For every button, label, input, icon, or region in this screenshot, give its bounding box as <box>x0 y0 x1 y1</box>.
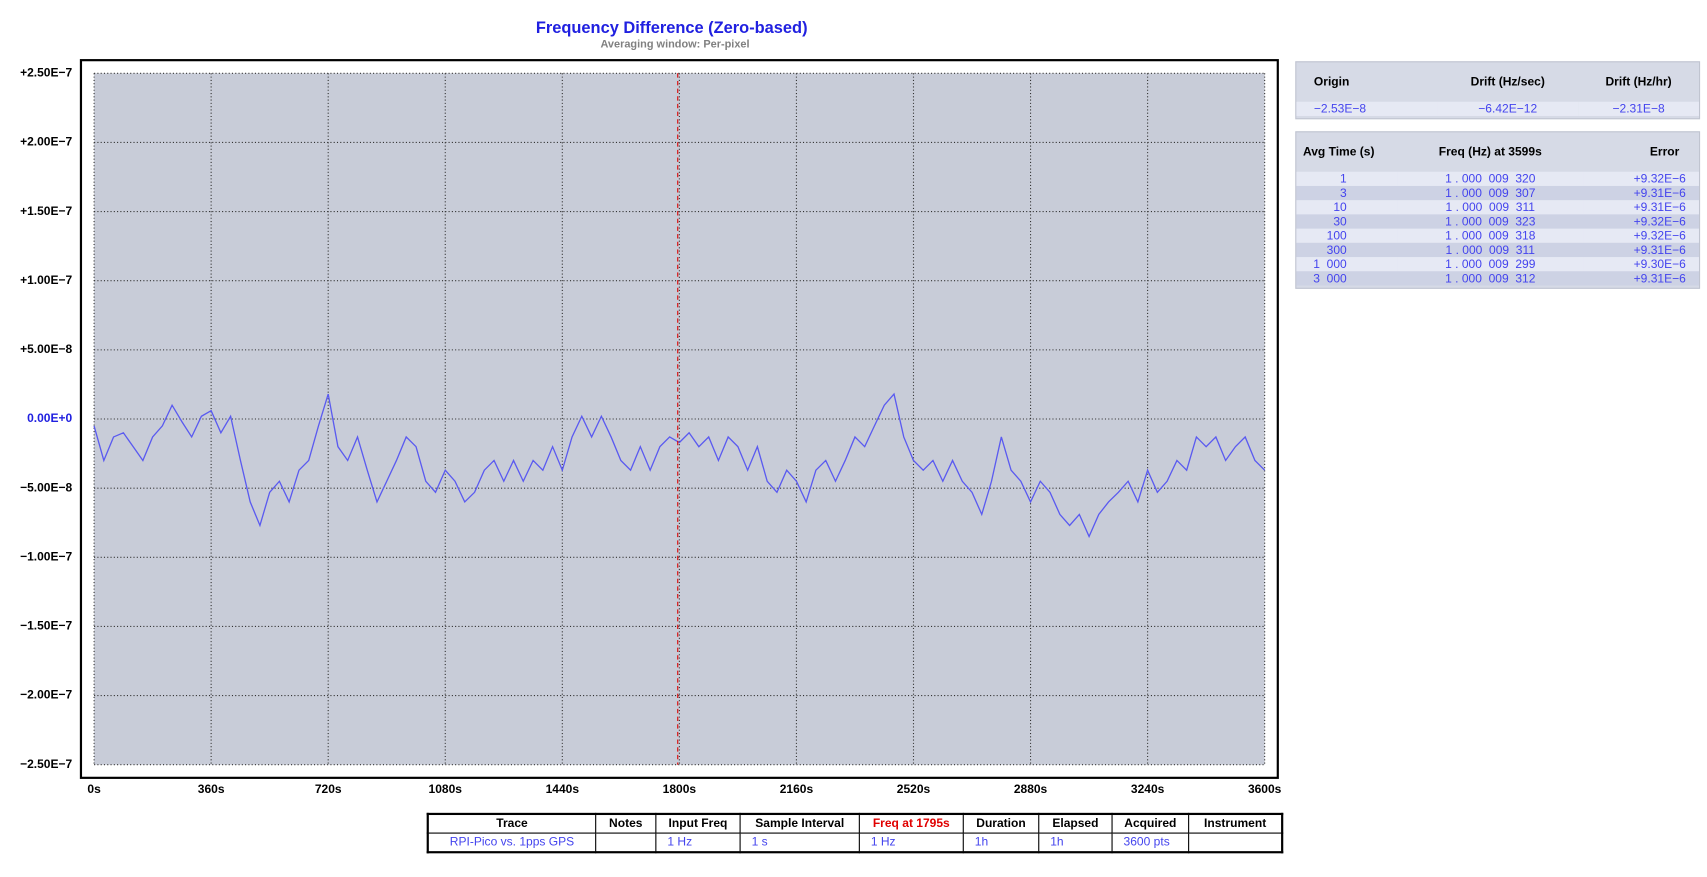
data-row: 3 000 1 . 000 009 312 +9.31E−6 <box>1296 271 1699 286</box>
y-tick-label: +2.00E−7 <box>20 135 72 149</box>
header-row: Avg Time (s) Freq (Hz) at 3599s Error <box>1296 132 1699 171</box>
header-row: Trace Notes Input Freq Sample Interval Freq … <box>427 813 1283 834</box>
chart: Frequency Difference (Zero-based) Averag… <box>20 19 1282 796</box>
data-cell: 1 . 000 009 307 <box>1445 186 1536 200</box>
chart-subtitle: Averaging window: Per-pixel <box>600 39 749 51</box>
data-cell: 1 <box>1340 172 1347 186</box>
data-cell: 1h <box>962 832 1040 853</box>
x-tick-label: 3240s <box>1131 782 1165 796</box>
data-cell: 1 000 <box>1313 257 1347 271</box>
data-row: −2.53E−8 −6.42E−12 −2.31E−8 <box>1296 101 1699 116</box>
header-cell: Drift (Hz/hr) <box>1605 75 1672 89</box>
data-cell: 3600 pts <box>1111 832 1190 853</box>
data-cell: −2.53E−8 <box>1313 102 1367 116</box>
data-cell: 1 . 000 009 312 <box>1445 271 1536 285</box>
x-tick-label: 360s <box>198 782 225 796</box>
y-tick-label: +1.00E−7 <box>20 273 72 287</box>
y-tick-label: +5.00E−8 <box>20 342 72 356</box>
data-row: 3 1 . 000 009 307 +9.31E−6 <box>1296 185 1699 201</box>
avg-panel: Avg Time (s) Freq (Hz) at 3599s Error 1 1 . … <box>1295 131 1701 289</box>
header-row: Origin Drift (Hz/sec) Drift (Hz/hr) <box>1296 62 1699 101</box>
y-tick-label: −2.00E−7 <box>20 688 72 702</box>
header-cell: Acquired <box>1111 813 1190 834</box>
y-tick-label: −1.00E−7 <box>20 549 72 563</box>
drift-panel: Origin Drift (Hz/sec) Drift (Hz/hr) −2.53E−… <box>1295 61 1701 120</box>
x-tick-label: 1440s <box>546 782 580 796</box>
y-tick-label: 0.00E+0 <box>27 411 72 425</box>
y-tick-label: +1.50E−7 <box>20 204 72 218</box>
data-cell: 1 s <box>739 832 860 853</box>
x-tick-label: 1800s <box>663 782 697 796</box>
data-cell: +9.32E−6 <box>1633 172 1686 186</box>
y-tick-label: −5.00E−8 <box>20 480 72 494</box>
data-row: 30 1 . 000 009 323 +9.32E−6 <box>1296 214 1699 229</box>
data-cell: RPI-Pico vs. 1pps GPS <box>427 832 597 853</box>
data-cell: 300 <box>1326 243 1347 257</box>
data-cell: 1 . 000 009 318 <box>1445 229 1536 243</box>
data-row: 300 1 . 000 009 311 +9.31E−6 <box>1296 242 1699 258</box>
header-cell: Drift (Hz/sec) <box>1470 75 1545 89</box>
x-tick-label: 1080s <box>429 782 463 796</box>
data-cell <box>595 832 657 853</box>
info-table: Trace Notes Input Freq Sample Interval Freq … <box>426 812 1284 854</box>
data-cell: +9.30E−6 <box>1633 257 1686 271</box>
data-cell: 10 <box>1333 200 1347 214</box>
chart-title: Frequency Difference (Zero-based) <box>536 19 808 37</box>
header-cell: Elapsed <box>1038 813 1113 834</box>
data-cell: 1 . 000 009 311 <box>1445 243 1536 257</box>
y-tick-label: +2.50E−7 <box>20 65 72 79</box>
data-cell: 1h <box>1038 832 1113 853</box>
header-cell: Sample Interval <box>739 813 860 834</box>
data-cell: 1 . 000 009 320 <box>1445 172 1536 186</box>
header-cell: Avg Time (s) <box>1302 145 1375 159</box>
data-cell: 1 . 000 009 323 <box>1445 214 1536 229</box>
data-cell: 1 . 000 009 311 <box>1445 200 1536 214</box>
header-cell: Input Freq <box>655 813 741 834</box>
data-cell <box>1188 832 1283 853</box>
header-cell: Error <box>1649 145 1680 159</box>
data-cell: 1 Hz <box>655 832 741 853</box>
data-cell: 1 . 000 009 299 <box>1445 257 1536 271</box>
y-tick-label: −1.50E−7 <box>20 619 72 633</box>
header-cell: Freq (Hz) at 3599s <box>1438 145 1542 159</box>
data-cell: +9.31E−6 <box>1633 200 1686 214</box>
x-tick-label: 2880s <box>1014 782 1048 796</box>
data-row: 10 1 . 000 009 311 +9.31E−6 <box>1296 200 1699 215</box>
x-tick-label: 0s <box>87 782 101 796</box>
header-cell: Freq at 1795s <box>858 813 964 834</box>
x-tick-label: 720s <box>315 782 342 796</box>
trace <box>93 392 1266 539</box>
data-cell: 30 <box>1333 214 1347 229</box>
data-cell: +9.32E−6 <box>1633 229 1686 243</box>
data-cell: 1 Hz <box>858 832 964 853</box>
data-cell: +9.31E−6 <box>1633 186 1686 200</box>
header-cell: Instrument <box>1188 813 1283 834</box>
data-cell: +9.32E−6 <box>1633 214 1686 229</box>
header-cell: Notes <box>595 813 657 834</box>
data-cell: +9.31E−6 <box>1633 271 1686 285</box>
data-row: 1 000 1 . 000 009 299 +9.30E−6 <box>1296 257 1699 272</box>
data-row: 100 1 . 000 009 318 +9.32E−6 <box>1296 228 1699 243</box>
avg-table: Avg Time (s) Freq (Hz) at 3599s Error 1 1 . … <box>1296 132 1699 286</box>
header-cell: Duration <box>962 813 1040 834</box>
y-tick-label: −2.50E−7 <box>20 757 72 771</box>
data-row: 1 1 . 000 009 320 +9.32E−6 <box>1296 171 1699 186</box>
header-cell: Trace <box>427 813 597 834</box>
data-cell: −2.31E−8 <box>1612 102 1665 116</box>
data-cell: −6.42E−12 <box>1478 102 1538 116</box>
header-cell: Origin <box>1313 75 1350 89</box>
x-tick-label: 2520s <box>897 782 931 796</box>
x-tick-label: 2160s <box>780 782 814 796</box>
data-cell: +9.31E−6 <box>1633 243 1686 257</box>
data-cell: 3 <box>1340 186 1347 200</box>
x-tick-label: 3600s <box>1248 782 1282 796</box>
data-cell: 3 000 <box>1313 271 1347 285</box>
drift-table: Origin Drift (Hz/sec) Drift (Hz/hr) −2.53E−… <box>1296 62 1699 116</box>
data-cell: 100 <box>1326 229 1347 243</box>
